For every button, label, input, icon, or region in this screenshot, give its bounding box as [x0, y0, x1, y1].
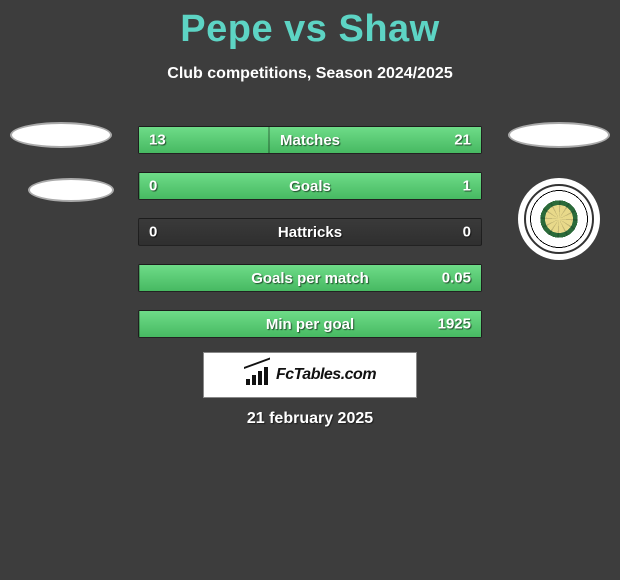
stat-row: Min per goal1925 [138, 310, 482, 338]
brand-text: FcTables.com [276, 366, 376, 384]
stat-value-right: 0 [463, 224, 471, 241]
stat-row: Goals per match0.05 [138, 264, 482, 292]
player-left-club-placeholder [28, 178, 114, 202]
stat-value-left: 0 [149, 224, 157, 241]
stat-fill-right [139, 311, 481, 337]
subtitle: Club competitions, Season 2024/2025 [0, 65, 620, 83]
crest-icon [524, 184, 594, 254]
brand-badge: FcTables.com [203, 352, 417, 398]
stat-fill-right [269, 127, 481, 153]
stat-label: Hattricks [139, 224, 481, 241]
date-label: 21 february 2025 [0, 410, 620, 428]
player-right-club-crest [518, 178, 600, 260]
stat-row: Hattricks0 0 [138, 218, 482, 246]
page-title: Pepe vs Shaw [0, 0, 620, 51]
brand-chart-icon [244, 365, 270, 385]
player-left-photo-placeholder [10, 122, 112, 148]
stat-fill-right [139, 265, 481, 291]
stat-fill-left [139, 127, 269, 153]
stat-rows: Matches1321 Goals01 Hattricks0 0 Goals per m… [138, 126, 482, 356]
stat-fill-right [139, 173, 481, 199]
stat-row: Goals01 [138, 172, 482, 200]
player-right-photo-placeholder [508, 122, 610, 148]
stat-row: Matches1321 [138, 126, 482, 154]
